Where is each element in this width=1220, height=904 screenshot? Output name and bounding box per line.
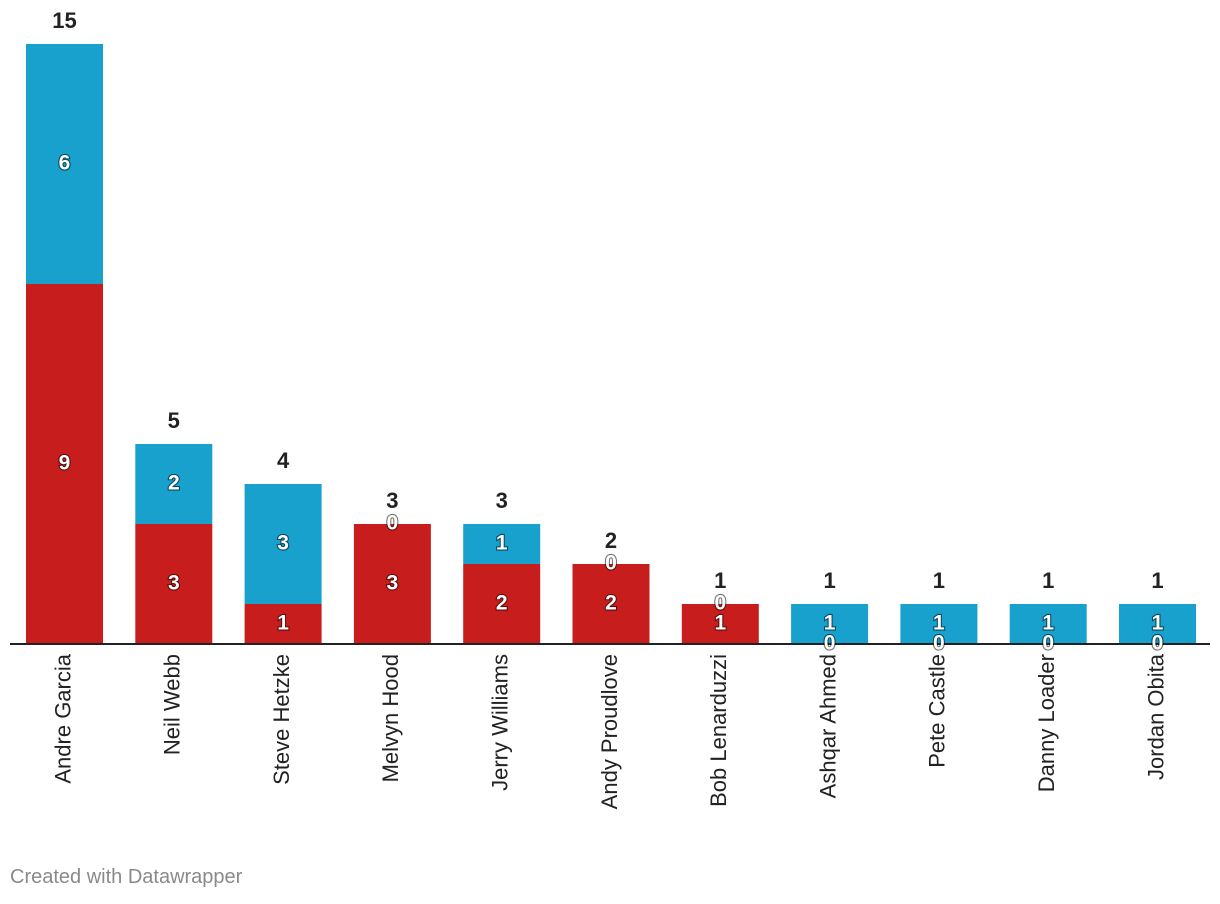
- category-label: Pete Castle: [925, 654, 950, 768]
- segment-value-label: 1: [933, 612, 945, 635]
- segment-value-label: 2: [168, 472, 180, 495]
- bar-total-label: 1: [933, 568, 945, 593]
- category-label: Andre Garcia: [50, 653, 75, 783]
- segment-value-label: 0: [824, 632, 836, 655]
- bar-segment-2: [244, 484, 322, 604]
- bar-total-label: 3: [496, 488, 508, 513]
- bar-total-label: 2: [605, 528, 617, 553]
- segment-value-label: 1: [1152, 612, 1164, 635]
- bar-segment-1: [681, 604, 759, 644]
- bar-segment-1: [26, 284, 103, 644]
- segment-value-label: 0: [605, 552, 617, 575]
- segment-value-label: 0: [387, 512, 399, 535]
- bar-total-label: 15: [52, 8, 76, 33]
- bar-total-label: 4: [277, 448, 290, 473]
- category-label: Neil Webb: [160, 654, 185, 755]
- segment-value-label: 2: [605, 592, 617, 615]
- bar-segment-2: [1009, 604, 1087, 644]
- segment-value-label: 1: [714, 612, 726, 635]
- segment-value-label: 0: [1042, 632, 1054, 655]
- category-label: Danny Loader: [1034, 654, 1059, 792]
- bar-total-label: 1: [1042, 568, 1054, 593]
- category-label: Steve Hetzke: [269, 654, 294, 785]
- credit-text: Created with Datawrapper: [10, 866, 243, 888]
- category-label: Jerry Williams: [488, 654, 513, 791]
- bar-total-label: 1: [1151, 568, 1163, 593]
- category-label: Melvyn Hood: [378, 654, 403, 782]
- bar-segment-1: [353, 524, 431, 644]
- segment-value-label: 1: [824, 612, 836, 635]
- bar-total-label: 3: [386, 488, 398, 513]
- bar-segment-1: [135, 524, 213, 644]
- bars-layer: [26, 44, 1196, 644]
- bar-segment-1: [572, 564, 650, 644]
- bar-segment-2: [1119, 604, 1196, 644]
- segment-value-label: 0: [1152, 632, 1164, 655]
- bar-segment-2: [463, 524, 541, 564]
- bar-segment-2: [26, 44, 103, 284]
- segment-value-label: 3: [277, 532, 289, 555]
- segment-value-label: 6: [59, 152, 71, 175]
- bar-total-label: 1: [714, 568, 726, 593]
- segment-value-label: 1: [277, 612, 289, 635]
- bar-segment-1: [463, 564, 541, 644]
- category-label: Jordan Obita: [1143, 653, 1168, 780]
- bar-segment-2: [135, 444, 213, 524]
- segment-value-label: 0: [933, 632, 945, 655]
- bar-total-label: 1: [823, 568, 835, 593]
- segment-value-label: 3: [168, 572, 180, 595]
- category-label: Andy Proudlove: [597, 654, 622, 809]
- segment-value-label: 0: [714, 592, 726, 615]
- labels-layer: 9 6 15 Andre Garcia 3 2 5 Neil Webb 1 3 4 Steve Het…: [50, 8, 1168, 809]
- bar-segment-2: [900, 604, 978, 644]
- segment-value-label: 1: [1042, 612, 1054, 635]
- category-label: Ashqar Ahmed: [815, 654, 840, 798]
- bar-total-label: 5: [168, 408, 180, 433]
- bar-segment-1: [244, 604, 322, 644]
- bar-segment-2: [791, 604, 869, 644]
- category-label: Bob Lenarduzzi: [706, 654, 731, 807]
- segment-value-label: 9: [59, 452, 71, 475]
- segment-value-label: 1: [496, 532, 508, 555]
- segment-value-label: 3: [387, 572, 399, 595]
- segment-value-label: 2: [496, 592, 508, 615]
